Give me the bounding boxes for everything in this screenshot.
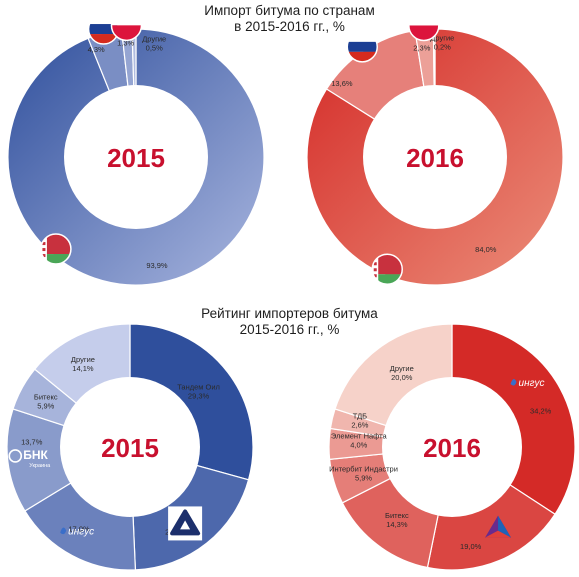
- donut-hole: [382, 377, 522, 517]
- slice-label: 84,0%: [475, 245, 497, 254]
- slice-name-label: Битекс: [385, 511, 409, 520]
- slice-name-label: Другие: [71, 355, 95, 364]
- year-label: 2015: [101, 433, 159, 463]
- slice-value-label: 14,3%: [386, 520, 408, 529]
- ingus-logo-text: ингус: [519, 378, 545, 389]
- slice-value-label: 14,1%: [72, 364, 94, 373]
- year-label: 2015: [107, 143, 165, 173]
- slice-name-label: Другие: [430, 34, 454, 43]
- slice-label: 13,6%: [331, 79, 353, 88]
- belarus-flag-icon: [371, 253, 403, 286]
- slice-value-label: 13,7%: [21, 437, 43, 446]
- holes-layer: 2015 2016 2015 2016: [60, 85, 522, 517]
- slice-value-label: 2,3%: [413, 44, 430, 53]
- slice-name-label: Другие: [390, 364, 414, 373]
- prism-logo-icon: [485, 515, 512, 538]
- slice-name-label: Интербит Индастри: [329, 465, 398, 474]
- bottom-title-line2: 2015-2016 гг., %: [239, 322, 340, 337]
- ingus-logo-icon: ингус: [60, 527, 94, 538]
- year-label: 2016: [406, 143, 464, 173]
- slice-value-label: 4,0%: [350, 440, 367, 449]
- slice-label: 93,9%: [146, 261, 168, 270]
- slice-value-label: 29,3%: [188, 391, 210, 400]
- slice-label: 34,2%: [530, 406, 552, 415]
- slice-value-label: 13,6%: [331, 79, 353, 88]
- slice-value-label: 0,2%: [434, 43, 451, 52]
- top-title-line1: Импорт битума по странам: [204, 3, 375, 18]
- poland-flag-icon: [110, 9, 143, 42]
- slice-value-label: 34,2%: [530, 406, 552, 415]
- slice-name-label: Битекс: [34, 393, 58, 402]
- slice-value-label: 5,9%: [355, 474, 372, 483]
- slice-label: 1,3%: [117, 38, 134, 47]
- slice-name-label: ТДБ: [353, 412, 367, 421]
- slice-name-label: Тандем Оил: [177, 382, 220, 391]
- bnk-logo-subtext: Украина: [29, 463, 51, 469]
- slice-value-label: 1,3%: [117, 38, 134, 47]
- slice-name-label: Элемент Нафта: [331, 431, 388, 440]
- slice-value-label: 93,9%: [146, 261, 168, 270]
- belarus-flag-icon: [40, 233, 72, 265]
- bottom-title: Рейтинг импортеров битума 2015-2016 гг.,…: [0, 306, 579, 338]
- slice-value-label: 20,0%: [391, 373, 413, 382]
- ingus-logo-icon: ингус: [510, 378, 545, 389]
- poland-flag-icon: [408, 9, 440, 42]
- bottom-title-line1: Рейтинг импортеров битума: [201, 306, 378, 321]
- slice-label: 19,0%: [460, 542, 482, 551]
- slice-value-label: 5,9%: [37, 402, 54, 411]
- slice-label: 4,3%: [88, 45, 105, 54]
- year-label: 2016: [423, 433, 481, 463]
- slice-label: 17,0%: [68, 524, 90, 533]
- slice-value-label: 19,0%: [460, 542, 482, 551]
- slice-value-label: 4,3%: [88, 45, 105, 54]
- top-title-line2: в 2015-2016 гг., %: [234, 19, 345, 34]
- ingus-logo-text: ингус: [68, 527, 94, 538]
- donut-hole: [60, 377, 200, 517]
- slice-value-label: 84,0%: [475, 245, 497, 254]
- top-title: Импорт битума по странам в 2015-2016 гг.…: [0, 3, 579, 35]
- triangle-logo-icon: [168, 506, 203, 541]
- slice-label: 13,7%: [21, 437, 43, 446]
- slice-value-label: 0,5%: [146, 44, 163, 53]
- donut-hole: [363, 85, 507, 229]
- russia-flag-icon: [346, 31, 378, 63]
- bnk-logo-text: БНК: [23, 448, 48, 462]
- donut-hole: [64, 85, 208, 229]
- slice-name-label: Другие: [142, 35, 166, 44]
- slice-label: 2,3%: [413, 44, 430, 53]
- slice-value-label: 17,0%: [68, 524, 90, 533]
- slice-value-label: 2,6%: [351, 421, 368, 430]
